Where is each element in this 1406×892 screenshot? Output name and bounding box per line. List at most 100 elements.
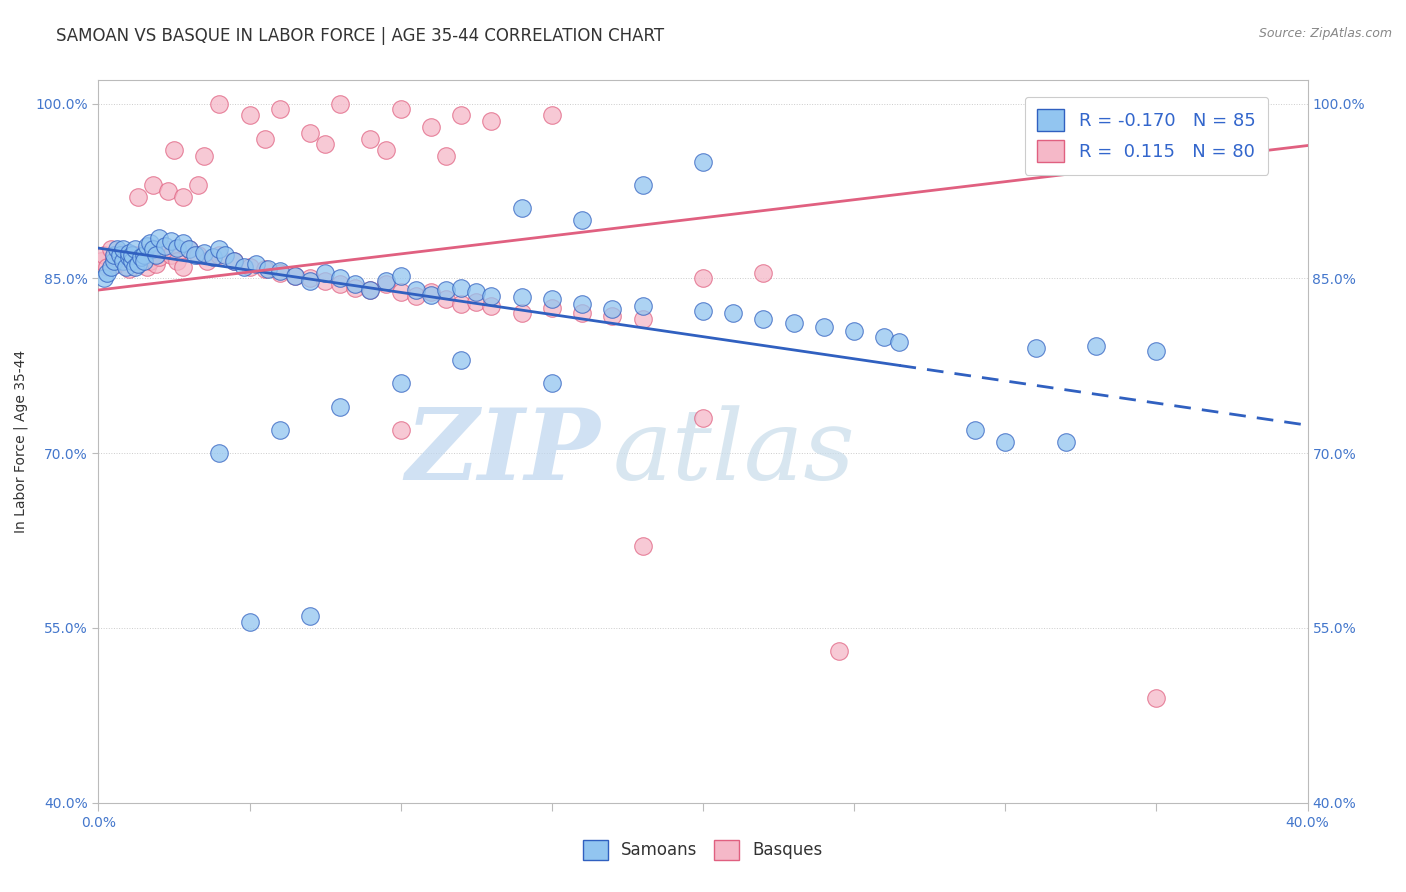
Point [284,268,307,283]
Point [100,260,122,274]
Point [129,251,152,265]
Point [195,254,218,268]
Point [121,248,143,262]
Point [114,260,136,274]
Point [224,254,246,268]
Point [142,242,165,256]
Point [121,254,143,268]
Point [540,376,562,391]
Point [148,251,170,265]
Point [129,251,152,265]
Point [389,423,412,437]
Point [299,609,322,624]
Point [256,262,278,277]
Point [239,260,262,274]
Point [692,271,714,285]
Point [139,236,162,251]
Point [314,274,336,288]
Point [571,297,593,311]
Point [813,320,835,334]
Point [232,260,254,274]
Point [692,154,714,169]
Point [90,254,112,268]
Point [132,248,155,262]
Point [510,202,533,216]
Point [214,248,236,262]
Point [127,190,149,204]
Text: SAMOAN VS BASQUE IN LABOR FORCE | AGE 35-44 CORRELATION CHART: SAMOAN VS BASQUE IN LABOR FORCE | AGE 35… [56,27,665,45]
Point [139,254,162,268]
Point [269,266,291,280]
Point [145,248,167,262]
Text: atlas: atlas [613,405,855,500]
Point [284,268,307,283]
Point [389,285,412,300]
Point [127,257,149,271]
Point [1144,690,1167,705]
Point [602,301,624,316]
Point [571,306,593,320]
Point [269,264,291,278]
Point [93,271,115,285]
Point [166,241,188,255]
Point [631,312,654,326]
Point [253,131,276,145]
Point [450,297,472,311]
Point [631,540,654,554]
Point [434,149,457,163]
Point [314,137,336,152]
Point [269,423,291,437]
Point [132,254,155,268]
Point [1144,343,1167,358]
Point [118,245,141,260]
Point [510,290,533,304]
Point [269,103,291,117]
Text: Source: ZipAtlas.com: Source: ZipAtlas.com [1258,27,1392,40]
Point [193,149,215,163]
Point [344,277,367,292]
Point [299,274,322,288]
Point [142,248,165,262]
Point [172,260,194,274]
Point [245,257,267,271]
Point [124,242,146,256]
Point [108,248,131,262]
Point [153,239,176,253]
Point [965,423,987,437]
Point [374,274,396,288]
Point [420,287,443,301]
Point [481,289,503,303]
Point [692,304,714,318]
Point [193,245,215,260]
Point [299,126,322,140]
Point [103,251,125,265]
Point [153,242,176,256]
Point [420,120,443,134]
Point [329,271,352,285]
Point [108,245,131,260]
Point [160,234,183,248]
Point [148,230,170,244]
Point [142,178,165,193]
Point [253,262,276,277]
Point [540,293,562,307]
Point [224,254,246,268]
Point [540,301,562,315]
Point [299,271,322,285]
Point [434,293,457,307]
Point [344,281,367,295]
Point [135,239,157,253]
Point [166,254,188,268]
Point [465,285,488,300]
Point [329,96,352,111]
Point [631,299,654,313]
Point [179,242,201,256]
Point [329,277,352,292]
Point [783,316,806,330]
Point [692,411,714,425]
Point [405,289,427,303]
Point [135,260,157,274]
Point [374,277,396,292]
Point [96,266,118,280]
Point [239,615,262,630]
